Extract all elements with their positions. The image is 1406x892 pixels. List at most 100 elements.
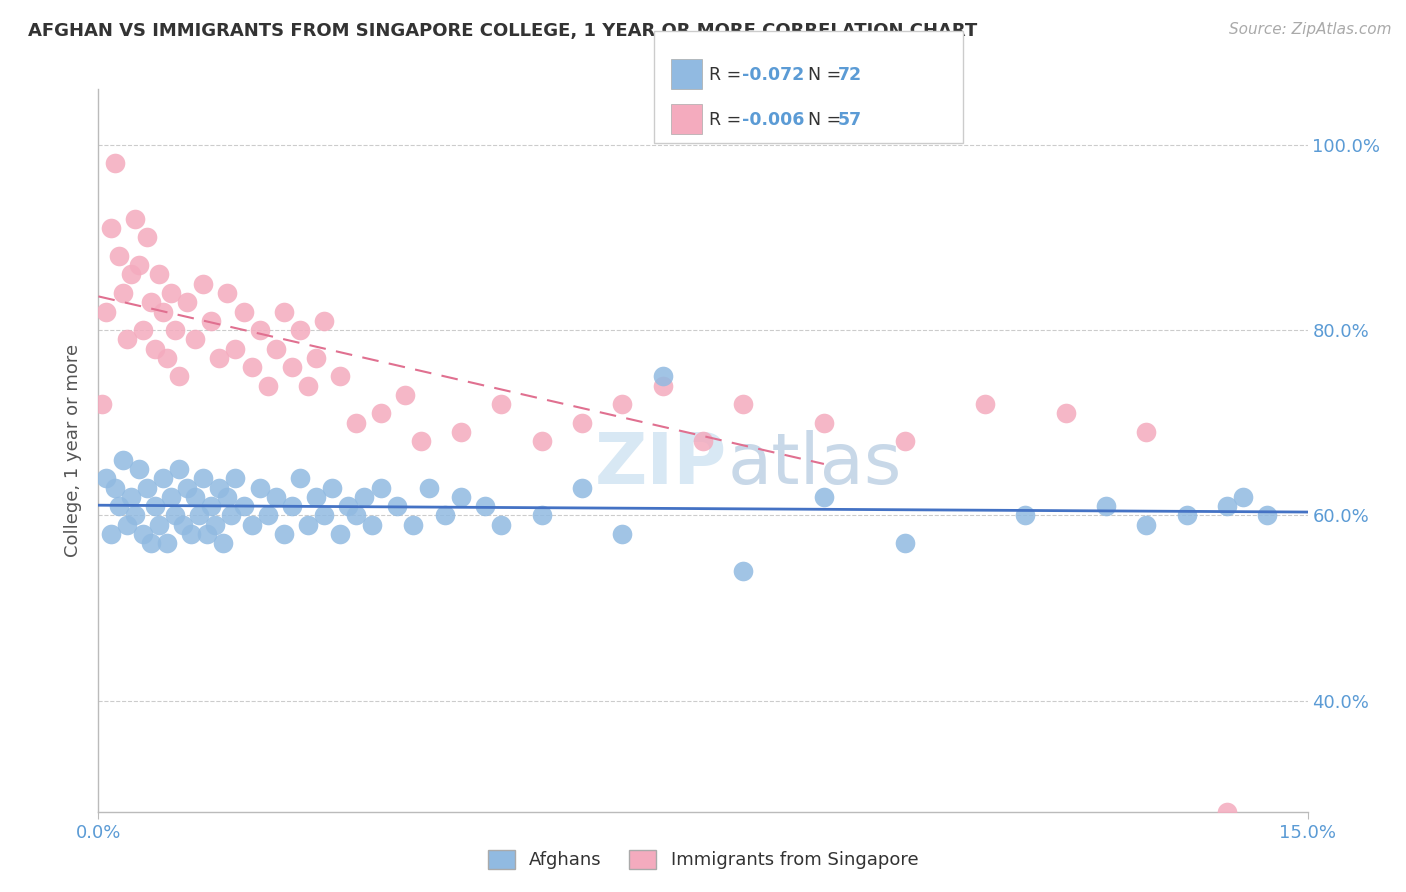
Point <box>115 517 138 532</box>
Point <box>321 481 343 495</box>
Text: AFGHAN VS IMMIGRANTS FROM SINGAPORE COLLEGE, 1 YEAR OR MORE CORRELATION CHART: AFGHAN VS IMMIGRANTS FROM SINGAPORE COLL… <box>28 22 977 40</box>
Point <box>385 499 408 513</box>
Point <box>329 369 352 384</box>
Point <box>571 416 593 430</box>
Legend: Afghans, Immigrants from Singapore: Afghans, Immigrants from Singapore <box>479 841 927 879</box>
Point <box>139 536 162 550</box>
Point <box>128 258 150 272</box>
Point <box>305 490 328 504</box>
Point <box>217 285 239 300</box>
Point <box>281 499 304 513</box>
Point <box>1256 508 1278 523</box>
Text: 72: 72 <box>838 66 862 84</box>
Point <box>1216 499 1239 513</box>
Point <box>370 481 392 495</box>
Point <box>163 323 186 337</box>
Point <box>135 481 157 495</box>
Point <box>204 517 226 532</box>
Point <box>176 481 198 495</box>
Text: N =: N = <box>797 66 846 84</box>
Point <box>314 508 336 523</box>
Point <box>418 481 440 495</box>
Point <box>163 508 186 523</box>
Point <box>232 499 254 513</box>
Text: 57: 57 <box>838 111 862 128</box>
Point <box>96 304 118 318</box>
Point <box>305 351 328 365</box>
Point <box>107 249 129 263</box>
Point <box>200 314 222 328</box>
Point <box>1095 499 1118 513</box>
Point <box>530 508 553 523</box>
Point <box>176 295 198 310</box>
Point <box>733 564 755 578</box>
Point <box>1135 425 1157 439</box>
Point <box>733 397 755 411</box>
Point <box>156 351 179 365</box>
Point <box>167 369 190 384</box>
Point <box>167 462 190 476</box>
Point <box>813 416 835 430</box>
Point <box>208 351 231 365</box>
Point <box>344 508 367 523</box>
Point <box>281 360 304 375</box>
Point <box>288 323 311 337</box>
Point <box>232 304 254 318</box>
Point <box>344 416 367 430</box>
Point <box>450 490 472 504</box>
Point <box>156 536 179 550</box>
Text: -0.072: -0.072 <box>742 66 804 84</box>
Point <box>1054 406 1077 420</box>
Point <box>314 314 336 328</box>
Point <box>193 277 215 291</box>
Point <box>128 462 150 476</box>
Point <box>132 526 155 541</box>
Point <box>474 499 496 513</box>
Point <box>370 406 392 420</box>
Point <box>188 508 211 523</box>
Point <box>491 517 513 532</box>
Point <box>135 230 157 244</box>
Point <box>409 434 432 449</box>
Point <box>273 526 295 541</box>
Point <box>256 508 278 523</box>
Point <box>111 285 134 300</box>
Point <box>124 211 146 226</box>
Point <box>288 471 311 485</box>
Point <box>120 268 142 282</box>
Point <box>1135 517 1157 532</box>
Point <box>193 471 215 485</box>
Text: R =: R = <box>709 66 747 84</box>
Point <box>96 471 118 485</box>
Point <box>264 342 287 356</box>
Point <box>208 481 231 495</box>
Point <box>103 481 125 495</box>
Text: R =: R = <box>709 111 747 128</box>
Point <box>256 378 278 392</box>
Point <box>180 526 202 541</box>
Point <box>132 323 155 337</box>
Point <box>297 517 319 532</box>
Point <box>100 526 122 541</box>
Point <box>612 397 634 411</box>
Point <box>91 397 114 411</box>
Point <box>200 499 222 513</box>
Point <box>240 517 263 532</box>
Point <box>212 536 235 550</box>
Point <box>217 490 239 504</box>
Point <box>240 360 263 375</box>
Point <box>353 490 375 504</box>
Point <box>160 285 183 300</box>
Point <box>249 481 271 495</box>
Point <box>224 471 246 485</box>
Point <box>337 499 360 513</box>
Point <box>530 434 553 449</box>
Point <box>491 397 513 411</box>
Point <box>143 342 166 356</box>
Point <box>1216 805 1239 819</box>
Point <box>249 323 271 337</box>
Point <box>402 517 425 532</box>
Point <box>160 490 183 504</box>
Point <box>120 490 142 504</box>
Point <box>434 508 457 523</box>
